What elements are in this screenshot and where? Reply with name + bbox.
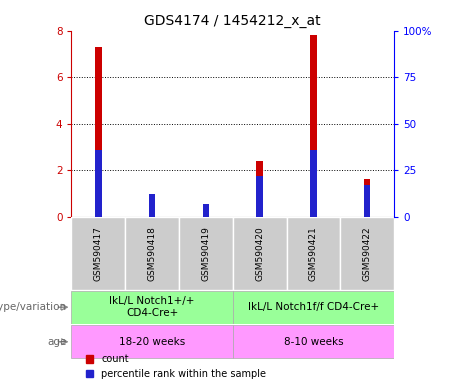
Bar	[256, 161, 263, 217]
Bar	[203, 204, 209, 217]
Bar	[340, 217, 394, 290]
Bar	[95, 47, 101, 217]
Bar	[203, 204, 209, 217]
Bar	[364, 185, 371, 217]
Bar	[364, 179, 371, 217]
Text: age: age	[47, 337, 67, 347]
Text: GSM590420: GSM590420	[255, 226, 264, 281]
Bar	[125, 217, 179, 290]
Text: GSM590422: GSM590422	[363, 226, 372, 281]
Text: 18-20 weeks: 18-20 weeks	[119, 337, 185, 347]
Bar	[233, 325, 394, 358]
Bar	[71, 325, 233, 358]
Bar	[149, 194, 155, 217]
Text: GSM590417: GSM590417	[94, 226, 103, 281]
Bar	[149, 194, 155, 217]
Text: genotype/variation: genotype/variation	[0, 302, 67, 312]
Bar	[71, 217, 125, 290]
Text: IkL/L Notch1+/+
CD4-Cre+: IkL/L Notch1+/+ CD4-Cre+	[109, 296, 195, 318]
Legend: count, percentile rank within the sample: count, percentile rank within the sample	[86, 354, 266, 379]
Bar	[310, 150, 317, 217]
Title: GDS4174 / 1454212_x_at: GDS4174 / 1454212_x_at	[144, 14, 321, 28]
Bar	[71, 291, 233, 324]
Text: GSM590418: GSM590418	[148, 226, 157, 281]
Bar	[287, 217, 340, 290]
Bar	[179, 217, 233, 290]
Bar	[310, 35, 317, 217]
Bar	[95, 150, 101, 217]
Text: 8-10 weeks: 8-10 weeks	[284, 337, 343, 347]
Text: GSM590419: GSM590419	[201, 226, 210, 281]
Bar	[233, 217, 287, 290]
Text: IkL/L Notch1f/f CD4-Cre+: IkL/L Notch1f/f CD4-Cre+	[248, 302, 379, 312]
Bar	[256, 176, 263, 217]
Bar	[233, 291, 394, 324]
Text: GSM590421: GSM590421	[309, 226, 318, 281]
